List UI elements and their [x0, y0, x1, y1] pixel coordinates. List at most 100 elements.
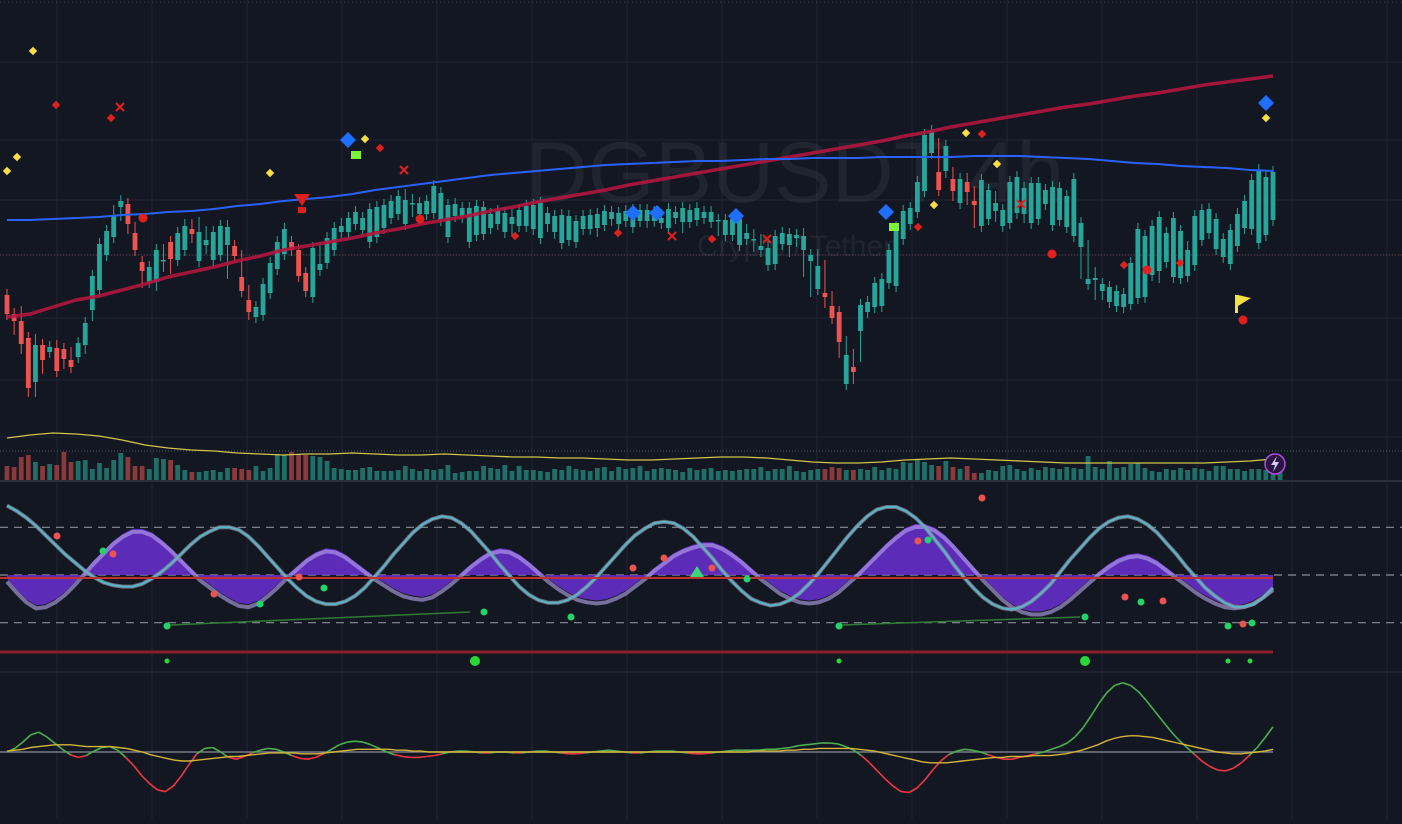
- candle-body: [139, 262, 145, 271]
- candle-body: [737, 219, 742, 245]
- volume-bar: [865, 470, 870, 480]
- volume-bar: [1121, 467, 1127, 480]
- volume-bar: [502, 465, 508, 480]
- candle-body: [822, 293, 828, 297]
- signal-marker-red-diamond: [375, 143, 385, 153]
- candle-body: [239, 277, 245, 291]
- lower-main-line: [370, 744, 380, 750]
- lower-main-line: [299, 757, 308, 760]
- osc-divergence-line: [169, 611, 471, 626]
- lower-main-line: [275, 748, 285, 753]
- lower-main-line: [1122, 681, 1131, 687]
- volume-bar: [374, 471, 380, 480]
- volume-bar: [331, 468, 337, 480]
- volume-bar: [566, 466, 572, 480]
- osc-dot: [1159, 597, 1167, 605]
- volume-bar: [452, 473, 458, 480]
- volume-bar: [395, 470, 401, 480]
- volume-bar: [730, 471, 735, 480]
- volume-bar: [829, 467, 835, 480]
- lower-main-line: [172, 775, 182, 787]
- lower-main-line: [703, 752, 712, 755]
- lower-main-line: [1232, 762, 1242, 769]
- volume-bar: [232, 468, 237, 480]
- osc-dot: [1121, 593, 1129, 601]
- volume-bar: [118, 453, 124, 480]
- volume-bar: [1249, 469, 1255, 480]
- candle-body: [1178, 231, 1183, 278]
- candle-body: [772, 236, 778, 264]
- candle-body: [602, 211, 607, 225]
- volume-bar: [1064, 467, 1070, 480]
- lightning-icon[interactable]: [1264, 453, 1286, 475]
- volume-bar: [310, 456, 316, 480]
- volume-bar: [153, 458, 159, 480]
- candle-body: [986, 190, 991, 219]
- lower-main-line: [93, 746, 103, 752]
- signal-marker-blue-diamond: [649, 205, 665, 221]
- lower-signal-line: [6, 735, 1274, 764]
- candle-body: [580, 216, 586, 229]
- candle-body: [900, 211, 906, 239]
- volume-bar: [274, 454, 280, 480]
- candle-body: [1135, 229, 1141, 298]
- candle-body: [75, 343, 81, 357]
- volume-bar: [715, 471, 721, 480]
- volume-bar: [4, 466, 10, 480]
- volume-bar: [523, 470, 529, 480]
- candle-body: [552, 216, 558, 232]
- candle-body: [317, 264, 323, 270]
- lower-main-line: [837, 743, 846, 748]
- volume-bar: [1277, 470, 1283, 480]
- volume-bar: [545, 472, 550, 480]
- signal-marker-red-dot: [1142, 265, 1152, 275]
- lower-main-line: [908, 787, 918, 794]
- volume-bar: [488, 468, 494, 480]
- candle-body: [395, 196, 401, 214]
- candle-body: [623, 211, 629, 221]
- lower-main-line: [1145, 700, 1155, 712]
- lower-main-line: [1177, 738, 1187, 748]
- candle-body: [168, 242, 173, 259]
- volume-ma-line: [6, 432, 1274, 464]
- volume-bar: [303, 455, 309, 480]
- candle-body: [559, 215, 565, 243]
- signal-marker-yellow-diamond: [992, 159, 1002, 169]
- candle-body: [1071, 179, 1077, 236]
- candle-body: [1227, 230, 1233, 264]
- volume-bar: [993, 471, 999, 480]
- candle-body: [18, 321, 24, 344]
- candle-body: [523, 206, 529, 226]
- volume-bar: [971, 473, 977, 480]
- candle-body: [516, 210, 522, 226]
- candle-body: [786, 234, 792, 245]
- volume-bar: [317, 457, 323, 480]
- volume-bar: [879, 470, 885, 480]
- candle-body: [203, 240, 209, 245]
- candle-body: [1000, 210, 1006, 226]
- volume-bar: [239, 469, 245, 480]
- volume-bar: [1242, 471, 1247, 480]
- lower-main-line: [1011, 756, 1020, 760]
- volume-bar: [794, 471, 799, 480]
- volume-bar: [1192, 468, 1198, 480]
- volume-bar: [687, 468, 693, 480]
- candle-body: [978, 180, 984, 226]
- volume-bar: [950, 467, 956, 480]
- candle-body: [424, 201, 430, 214]
- lower-main-line: [979, 751, 989, 756]
- candle-body: [829, 306, 835, 318]
- candle-body: [481, 207, 486, 234]
- candle-body: [637, 210, 643, 221]
- volume-bar: [82, 460, 88, 480]
- lower-main-line: [798, 744, 807, 747]
- volume-bar: [1171, 470, 1176, 480]
- candle-body: [417, 203, 422, 214]
- candle-body: [1092, 278, 1098, 280]
- lower-main-line: [916, 779, 926, 789]
- candle-body: [1014, 177, 1020, 213]
- signal-marker-red-diamond: [977, 129, 987, 139]
